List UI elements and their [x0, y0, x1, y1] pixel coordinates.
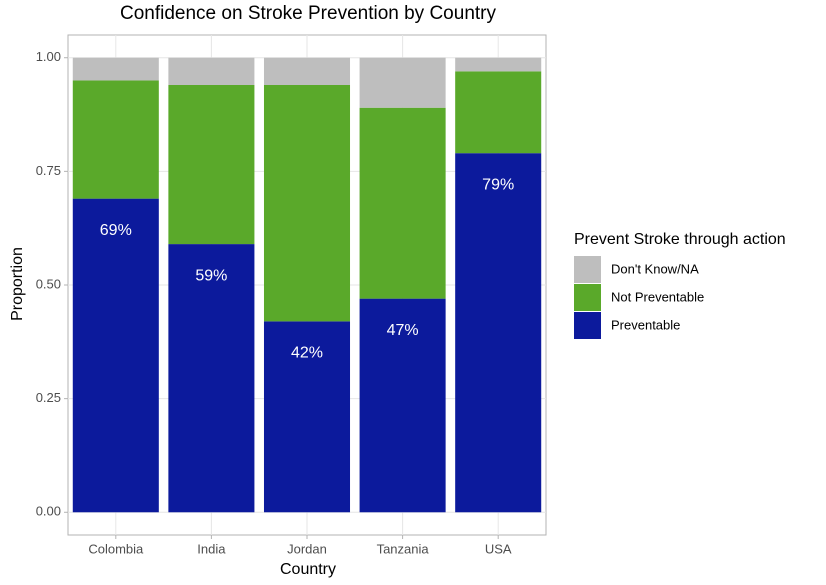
legend-swatch — [574, 284, 601, 311]
bar-segment — [263, 85, 351, 322]
legend-label: Not Preventable — [611, 289, 704, 304]
data-label: 42% — [291, 345, 323, 362]
bar-segment — [72, 198, 159, 513]
bar-segment — [72, 80, 159, 199]
legend-swatch — [574, 312, 601, 339]
legend-title: Prevent Stroke through action — [574, 231, 786, 248]
y-tick-label: 0.00 — [36, 504, 61, 519]
data-label: 47% — [387, 322, 419, 339]
x-tick-label: Colombia — [88, 541, 144, 556]
y-tick-label: 0.25 — [36, 390, 61, 405]
x-tick-label: India — [197, 541, 226, 556]
bar-segment — [455, 57, 542, 72]
legend-label: Don't Know/NA — [611, 261, 699, 276]
y-axis-label: Proportion — [9, 247, 26, 321]
y-tick-label: 0.75 — [36, 163, 61, 178]
bar-segment — [263, 321, 351, 513]
bar-segment — [455, 153, 542, 513]
x-tick-label: Tanzania — [377, 541, 430, 556]
chart-title: Confidence on Stroke Prevention by Count… — [120, 3, 496, 24]
x-axis-label: Country — [280, 561, 336, 578]
bar-segment — [72, 57, 159, 81]
legend-label: Preventable — [611, 317, 680, 332]
bar-segment — [359, 298, 446, 513]
y-tick-label: 1.00 — [36, 49, 61, 64]
data-label: 59% — [195, 267, 227, 284]
bar-segment — [455, 71, 542, 154]
x-tick-label: USA — [485, 541, 512, 556]
x-tick-label: Jordan — [287, 541, 327, 556]
data-label: 79% — [482, 176, 514, 193]
bar-segment — [263, 57, 351, 85]
bar-segment — [168, 244, 255, 513]
y-tick-label: 0.50 — [36, 276, 61, 291]
bar-segment — [359, 107, 446, 299]
bar-segment — [168, 57, 255, 85]
bar-segment — [359, 57, 446, 108]
legend-swatch — [574, 256, 601, 283]
data-label: 69% — [100, 222, 132, 239]
bar-segment — [168, 85, 255, 245]
